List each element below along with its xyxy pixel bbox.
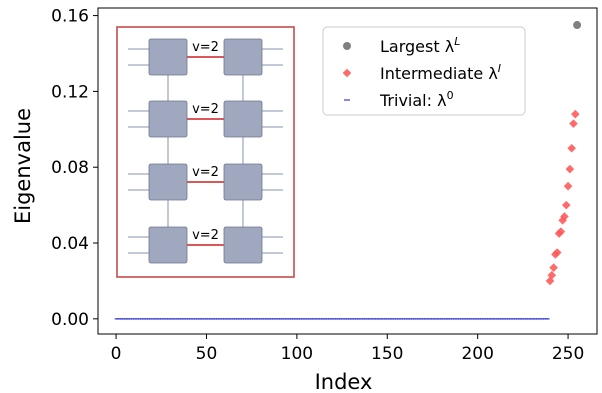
- inset-tensor: [148, 226, 188, 264]
- legend-label: Trivial: λ0: [379, 89, 454, 110]
- y-tick-label: 0.12: [51, 82, 89, 102]
- legend: Largest λL Intermediate λI Trivial: λ0: [322, 26, 526, 116]
- y-tick-label: 0.08: [51, 158, 89, 178]
- plot-area: [114, 21, 582, 320]
- intermediate-point: [560, 212, 569, 221]
- inset-tensor: [223, 226, 263, 264]
- y-tick-label: 0.16: [51, 7, 89, 27]
- x-tick-label: 250: [552, 344, 584, 364]
- x-tick-label: 150: [371, 344, 403, 364]
- largest-point: [573, 21, 582, 30]
- inset-tensor: [223, 163, 263, 201]
- inset-bond-label: v=2: [192, 40, 219, 55]
- x-tick-label: 0: [111, 344, 122, 364]
- legend-label: Largest λL: [380, 35, 460, 56]
- intermediate-point: [571, 109, 580, 119]
- intermediate-point: [563, 181, 573, 191]
- x-tick-label: 50: [196, 344, 218, 364]
- tensor-network-inset: v=2 v=2 v=2 v=2: [116, 26, 295, 278]
- intermediate-point: [569, 119, 578, 128]
- y-tick-label: 0.04: [51, 234, 89, 254]
- inset-tensor: [148, 38, 188, 76]
- inset-bond-label: v=2: [192, 165, 219, 180]
- inset-tensor: [223, 100, 263, 138]
- inset-bond-label: v=2: [192, 228, 219, 243]
- legend-box: [322, 26, 526, 116]
- legend-label: Intermediate λI: [380, 62, 501, 83]
- intermediate-point: [549, 263, 558, 272]
- intermediate-point: [558, 215, 567, 225]
- series-intermediate: [545, 109, 580, 286]
- intermediate-point: [552, 248, 562, 257]
- inset-row: v=2: [128, 38, 283, 76]
- x-tick-label: 100: [281, 344, 313, 364]
- legend-marker-intermediate: [342, 68, 352, 78]
- y-axis-label: Eigenvalue: [11, 108, 35, 224]
- inset-tensor: [148, 163, 188, 201]
- inset-frame: [116, 26, 295, 278]
- inset-row: v=2: [128, 226, 283, 264]
- intermediate-point: [547, 270, 557, 280]
- inset-tensor: [148, 100, 188, 138]
- inset-tensor: [223, 38, 263, 76]
- inset-row: v=2: [128, 100, 283, 138]
- x-tick-label: 200: [461, 344, 493, 364]
- intermediate-point: [561, 200, 571, 210]
- inset-row: v=2: [128, 163, 283, 201]
- intermediate-point: [567, 143, 576, 153]
- y-tick-label: 0.00: [51, 310, 89, 330]
- inset-bond-label: v=2: [192, 102, 219, 117]
- intermediate-point: [565, 164, 575, 174]
- series-largest: [573, 21, 582, 30]
- axes-frame: [97, 7, 598, 335]
- x-axis-label: Index: [315, 370, 373, 393]
- legend-marker-largest: [343, 42, 351, 50]
- axes: 0 50 100 150 200 250 0.00 0.04 0.08 0.12 0.16 Index…: [11, 7, 598, 393]
- intermediate-point: [556, 227, 566, 236]
